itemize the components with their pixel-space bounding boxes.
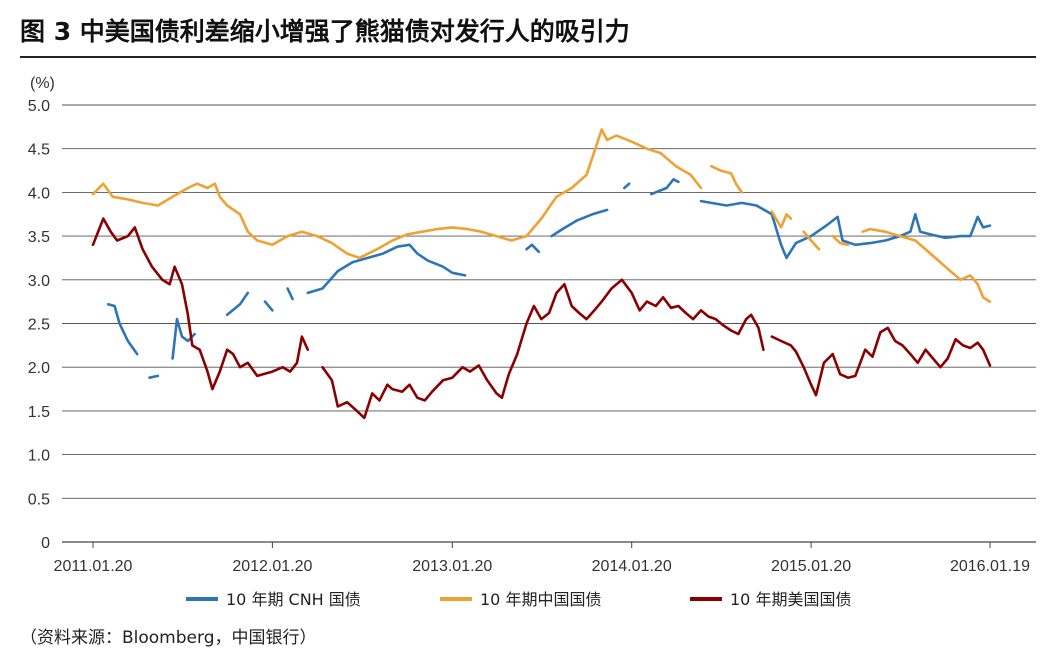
figure-title: 图 3 中美国债利差缩小增强了熊猫债对发行人的吸引力 bbox=[20, 17, 630, 46]
series-lines bbox=[91, 128, 992, 420]
y-tick-label: 1.5 bbox=[28, 404, 50, 421]
y-tick-label: 5.0 bbox=[28, 98, 50, 115]
legend-label: 10 年期 CNH 国债 bbox=[226, 590, 361, 609]
x-axis-ticks: 2011.01.20 2012.01.20 2013.01.20 2014.01.20… bbox=[54, 542, 1030, 575]
y-tick-label: 3.0 bbox=[28, 273, 50, 290]
x-tick-label: 2011.01.20 bbox=[54, 558, 133, 575]
series-line bbox=[525, 243, 541, 254]
x-tick-label: 2014.01.20 bbox=[592, 558, 672, 575]
series-line bbox=[91, 217, 310, 391]
series-line bbox=[650, 178, 680, 196]
x-tick-label: 2015.01.20 bbox=[771, 558, 851, 575]
legend-label: 10 年期中国国债 bbox=[480, 590, 601, 609]
grid-lines bbox=[62, 104, 1036, 543]
title-rule bbox=[20, 56, 1036, 58]
series-line bbox=[306, 243, 467, 295]
legend-label: 10 年期美国国债 bbox=[730, 590, 851, 609]
series-line bbox=[802, 230, 821, 251]
y-tick-label: 2.0 bbox=[28, 360, 50, 377]
y-axis-unit-label: (%) bbox=[30, 75, 55, 92]
y-tick-label: 4.5 bbox=[28, 142, 50, 159]
y-tick-label: 3.5 bbox=[28, 229, 50, 246]
y-tick-label: 4.0 bbox=[28, 185, 50, 202]
series-line bbox=[710, 164, 744, 194]
x-tick-label: 2013.01.20 bbox=[412, 558, 492, 575]
series-1 bbox=[91, 128, 992, 303]
y-axis-ticks: 0 0.5 1.0 1.5 2.0 2.5 3.0 3.5 4.0 4.5 5.0 bbox=[28, 98, 50, 552]
series-line bbox=[699, 199, 992, 260]
series-line bbox=[148, 374, 160, 379]
series-line bbox=[550, 208, 609, 238]
source-note: （资料来源：Bloomberg，中国银行） bbox=[20, 628, 317, 648]
y-tick-label: 0.5 bbox=[28, 491, 50, 508]
series-line bbox=[770, 210, 793, 229]
series-line bbox=[623, 182, 631, 190]
x-tick-label: 2012.01.20 bbox=[232, 558, 312, 575]
series-line bbox=[263, 300, 274, 312]
series-line bbox=[321, 278, 765, 420]
series-line bbox=[225, 291, 250, 317]
series-line bbox=[770, 326, 992, 397]
series-line bbox=[106, 303, 139, 356]
series-2 bbox=[91, 217, 992, 420]
y-tick-label: 2.5 bbox=[28, 317, 50, 334]
series-line bbox=[831, 234, 850, 247]
y-tick-label: 1.0 bbox=[28, 448, 50, 465]
legend: 10 年期 CNH 国债 10 年期中国国债 10 年期美国国债 bbox=[186, 590, 851, 609]
x-tick-label: 2016.01.19 bbox=[950, 558, 1030, 575]
series-0 bbox=[106, 178, 992, 379]
series-line bbox=[91, 128, 703, 260]
series-line bbox=[286, 287, 294, 301]
y-tick-label: 0 bbox=[41, 535, 50, 552]
series-line bbox=[861, 227, 992, 303]
